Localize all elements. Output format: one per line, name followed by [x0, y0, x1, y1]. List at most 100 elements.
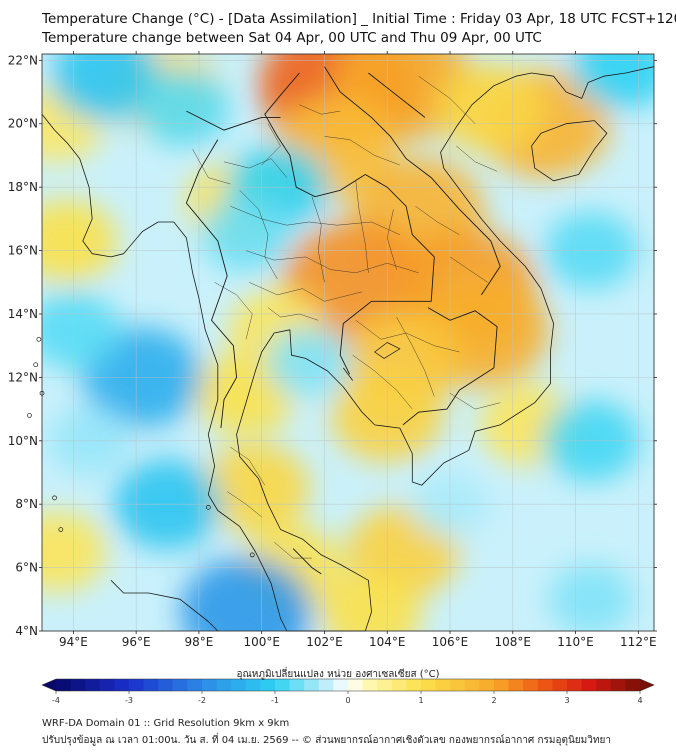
lat-tick-label: 20°N	[8, 117, 38, 131]
colorbar-tick-label: 0	[345, 696, 350, 705]
chart-title: Temperature Change (°C) - [Data Assimila…	[42, 11, 676, 27]
colorbar-segment	[494, 679, 509, 691]
colorbar-segment	[143, 679, 159, 691]
province-border	[418, 75, 476, 124]
colorbar-segment	[187, 679, 203, 691]
colorbar-segment	[552, 679, 568, 691]
colorbar-segment	[377, 679, 393, 691]
lat-tick-label: 4°N	[15, 624, 38, 638]
colorbar-tick-label: -2	[198, 696, 206, 705]
lat-tick-label: 10°N	[8, 434, 38, 448]
island	[205, 505, 211, 510]
province-border	[261, 123, 281, 166]
field-cell	[201, 197, 291, 272]
colorbar-segment	[289, 679, 305, 691]
province-border	[355, 180, 369, 273]
colorbar-tick-label: 3	[564, 696, 569, 705]
lat-tick-label: 18°N	[8, 180, 38, 194]
colorbar-segment	[625, 679, 641, 691]
colorbar-segment	[114, 679, 130, 691]
colorbar-segment	[435, 679, 451, 691]
colorbar-segment	[362, 679, 378, 691]
province-border	[299, 104, 341, 115]
lon-tick-label: 106°E	[432, 635, 469, 649]
province-border	[239, 190, 278, 280]
field-cell	[436, 62, 546, 154]
province-border	[311, 196, 325, 283]
colorbar-segment	[260, 679, 276, 691]
country-border	[185, 139, 238, 429]
lon-tick-label: 102°E	[306, 635, 343, 649]
country-border	[264, 72, 435, 375]
lat-tick-label: 14°N	[8, 307, 38, 321]
colorbar-segment	[537, 679, 553, 691]
field-cell	[180, 557, 312, 631]
colorbar-segment	[216, 679, 232, 691]
province-border	[230, 446, 266, 486]
island	[33, 362, 39, 368]
island	[342, 367, 354, 381]
chart-subtitle: Temperature change between Sat 04 Apr, 0…	[42, 30, 542, 46]
lon-tick-label: 104°E	[369, 635, 406, 649]
lat-tick-label: 6°N	[15, 561, 38, 575]
province-border	[324, 136, 400, 166]
field-cell	[201, 443, 310, 534]
colorbar-segment	[421, 679, 436, 691]
colorbar-segment	[231, 679, 247, 691]
colorbar-segment	[172, 679, 188, 691]
colorbar-segment	[450, 679, 466, 691]
province-border	[192, 148, 231, 185]
province-border	[230, 205, 400, 235]
province-border	[396, 316, 435, 397]
mainland-coastline	[41, 66, 655, 632]
colorbar-segment	[202, 679, 217, 691]
colorbar: -4 -3 -2 -1 0 1 2 3 4	[41, 678, 655, 705]
island	[249, 552, 255, 558]
lon-tick-label: 110°E	[557, 635, 594, 649]
lon-tick-label: 108°E	[495, 635, 532, 649]
province-border	[415, 205, 460, 235]
island	[58, 527, 64, 532]
lat-tick-label: 12°N	[8, 370, 38, 384]
province-border	[449, 392, 501, 410]
colorbar-tick-label: -4	[52, 696, 60, 705]
colorbar-max-arrow	[640, 679, 654, 691]
hainan-island	[531, 120, 608, 182]
province-border	[245, 250, 419, 274]
colorbar-segment	[275, 679, 290, 691]
colorbar-segment	[245, 679, 261, 691]
province-border	[227, 491, 262, 518]
province-border	[352, 354, 413, 410]
field-cell	[42, 291, 120, 369]
colorbar-tick-label: 4	[637, 696, 642, 705]
colorbar-min-arrow	[42, 679, 56, 691]
province-border	[449, 256, 488, 283]
province-border	[223, 158, 287, 178]
lon-tick-label: 96°E	[122, 635, 151, 649]
colorbar-tick-label: -3	[125, 696, 133, 705]
colorbar-segment	[581, 679, 597, 691]
province-border	[274, 542, 312, 559]
country-border	[324, 66, 501, 296]
field-cell	[572, 54, 654, 109]
island	[52, 495, 57, 501]
colorbar-title: อุณหภูมิเปลี่ยนแปลง หน่วย องศาเซลเซียส (…	[236, 669, 440, 680]
colorbar-segment	[406, 679, 422, 691]
map-frame	[41, 53, 655, 632]
update-credit: ปรับปรุงข้อมูล ณ เวลา 01:00น. วัน ส. ที่…	[42, 735, 611, 746]
field-cell	[136, 69, 230, 147]
lat-tick-label: 16°N	[8, 244, 38, 258]
colorbar-segment	[479, 679, 495, 691]
lon-tick-label: 94°E	[59, 635, 88, 649]
province-border	[214, 282, 253, 340]
lon-tick-label: 98°E	[184, 635, 213, 649]
colorbar-segment	[304, 679, 320, 691]
country-border	[368, 72, 426, 118]
province-border	[456, 145, 498, 172]
colorbar-segment	[596, 679, 612, 691]
island	[36, 336, 42, 342]
field-cell	[321, 573, 422, 631]
colorbar-tick-label: 2	[491, 696, 496, 705]
province-border	[386, 209, 397, 270]
